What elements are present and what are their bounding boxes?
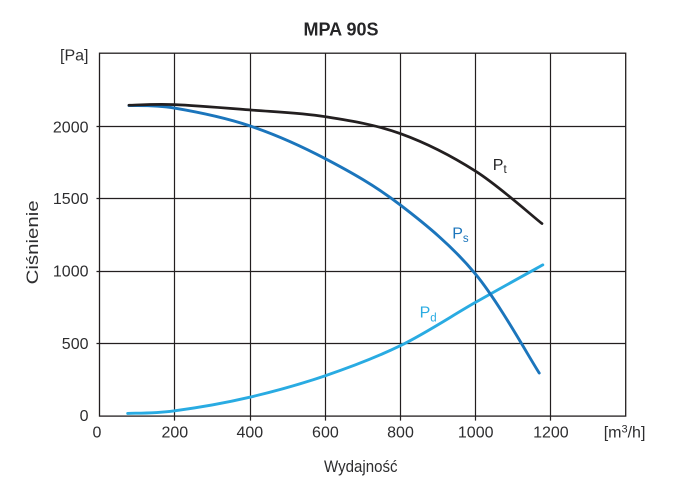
svg-text:MPA 90S: MPA 90S — [303, 20, 378, 40]
svg-text:200: 200 — [161, 425, 188, 442]
svg-text:0: 0 — [80, 408, 89, 425]
svg-text:0: 0 — [92, 425, 101, 442]
svg-text:1000: 1000 — [458, 425, 494, 442]
svg-text:2000: 2000 — [53, 119, 89, 136]
svg-text:1200: 1200 — [533, 425, 569, 442]
svg-text:1000: 1000 — [53, 264, 89, 281]
svg-text:1500: 1500 — [53, 191, 89, 208]
svg-text:800: 800 — [387, 425, 414, 442]
svg-text:500: 500 — [62, 336, 89, 353]
svg-text:Wydajność: Wydajność — [324, 457, 398, 476]
svg-text:400: 400 — [236, 425, 263, 442]
svg-text:600: 600 — [312, 425, 339, 442]
svg-text:[m3/h]: [m3/h] — [604, 424, 646, 442]
svg-text:Ciśnienie: Ciśnienie — [23, 200, 42, 284]
svg-text:[Pa]: [Pa] — [60, 48, 88, 65]
